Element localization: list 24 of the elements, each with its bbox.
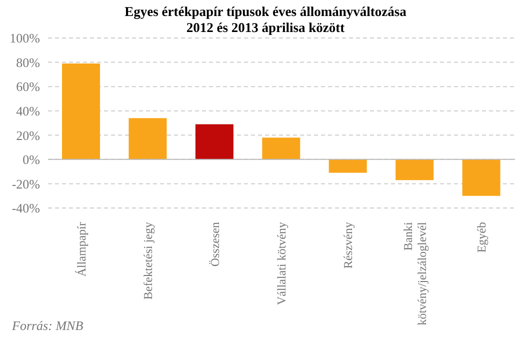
bar (195, 124, 234, 160)
y-tick-label: 60% (16, 79, 40, 94)
chart-title: Egyes értékpapír típusok éves állományváltozása 2012 és 2013 áprilisa között (124, 4, 408, 35)
x-tick-label: Befektetési jegy (141, 222, 156, 300)
x-tick-label: Állampapír (74, 222, 88, 277)
bar (328, 159, 367, 173)
y-tick-label: 40% (16, 103, 40, 118)
x-tick-label: Összesen (208, 222, 222, 267)
text: Forrás: MNB (12, 318, 84, 334)
bar (128, 118, 167, 160)
y-tick-label: -40% (12, 200, 40, 216)
bar (396, 159, 434, 180)
y-tick-label: 100% (10, 30, 40, 46)
x-tick-label: Egyéb (474, 222, 489, 253)
bar (262, 138, 300, 160)
x-tick-label: Vállalati kötvény (274, 222, 288, 305)
x-tick-label: Banki kötvény/jelzáloglevél (400, 221, 429, 326)
bar (462, 159, 500, 196)
x-tick-label: Részvény (341, 222, 356, 269)
bar (62, 64, 100, 160)
y-tick-label: 0% (22, 152, 40, 168)
y-tick-label: 80% (16, 54, 40, 70)
y-tick-label: -20% (12, 176, 40, 192)
y-tick-label: 20% (16, 128, 40, 143)
